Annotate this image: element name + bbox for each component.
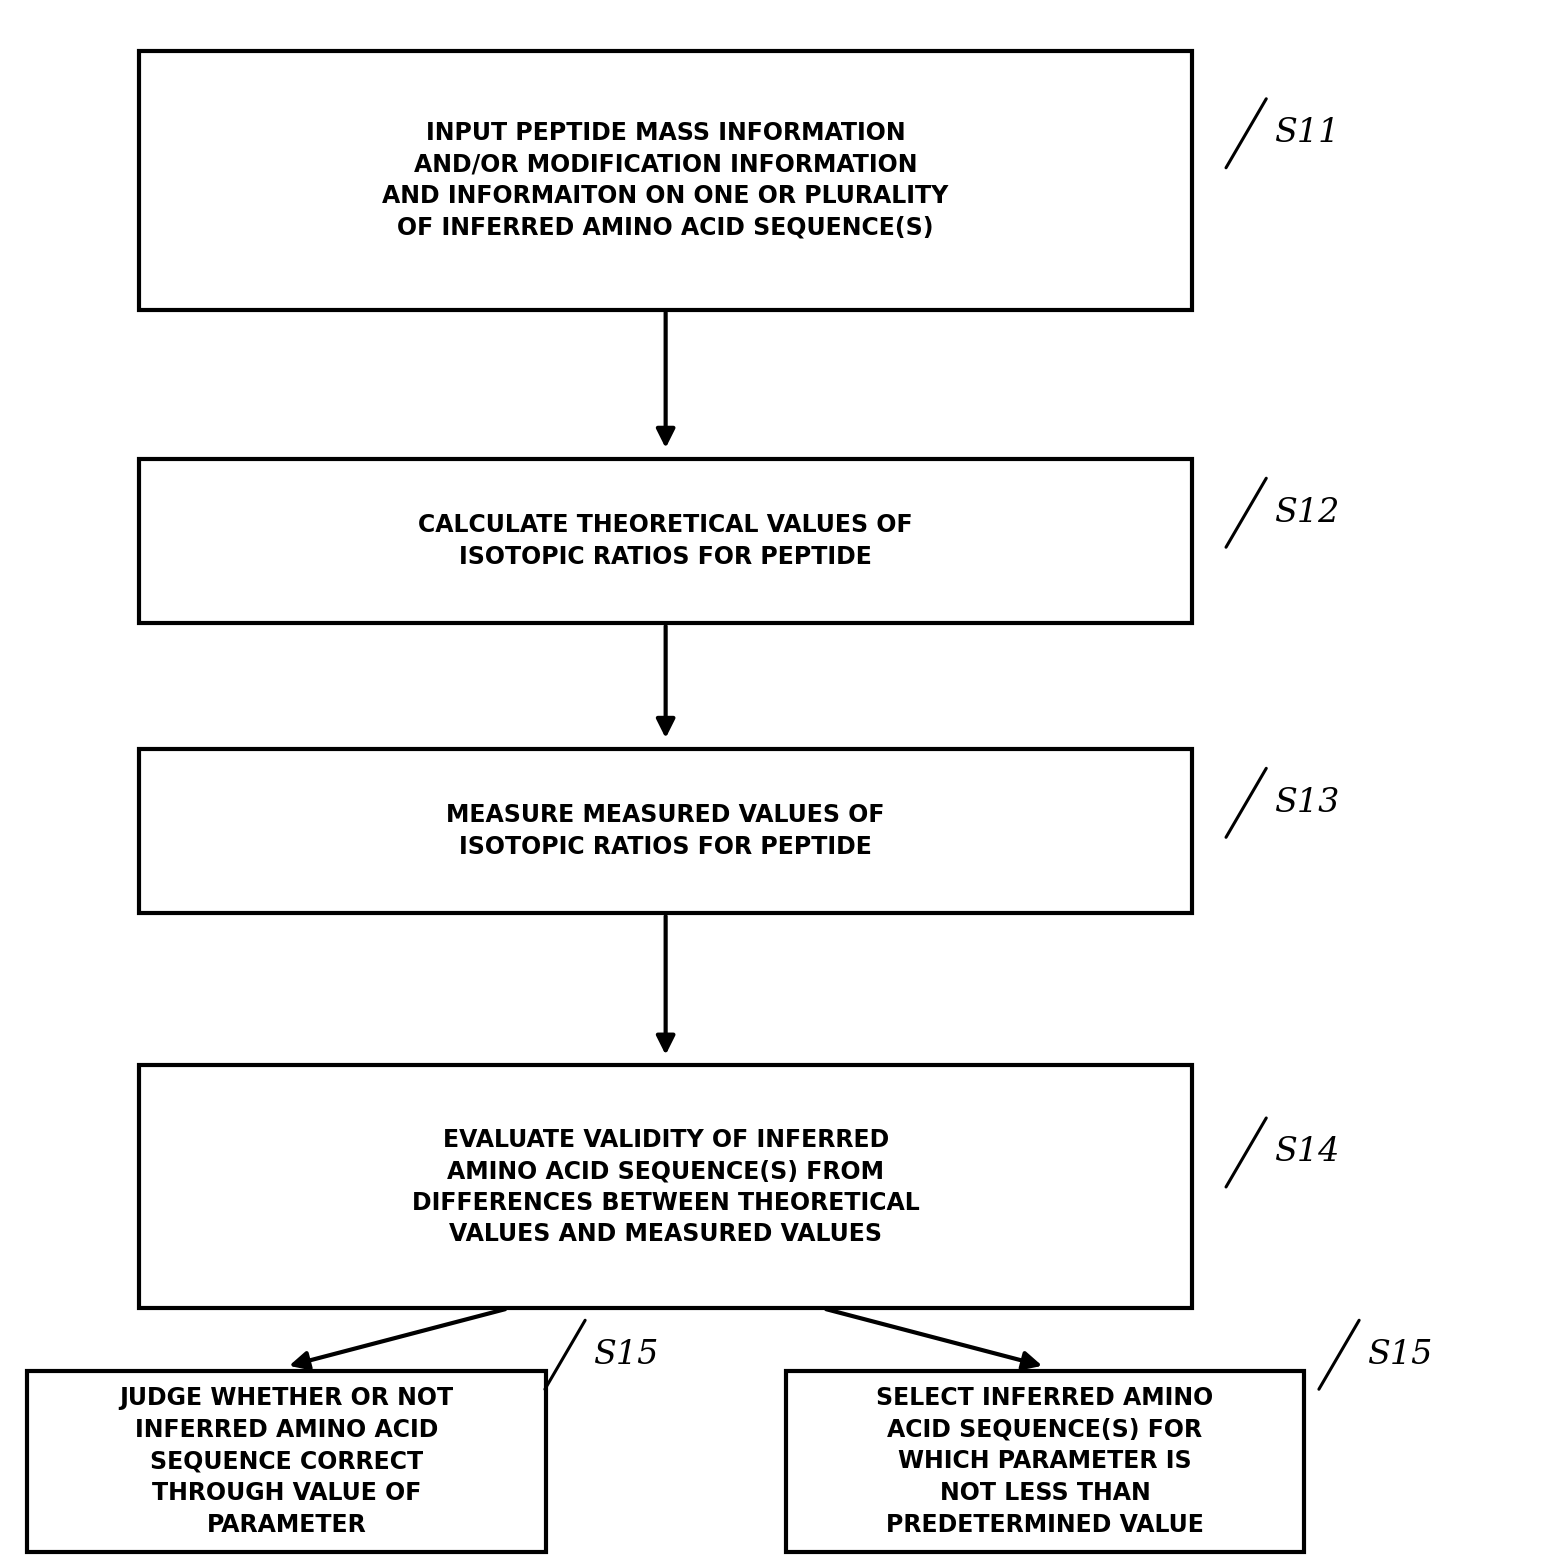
FancyBboxPatch shape (139, 1066, 1192, 1308)
FancyBboxPatch shape (139, 750, 1192, 913)
Text: S15: S15 (1367, 1339, 1432, 1370)
Text: S12: S12 (1274, 497, 1339, 528)
Text: S13: S13 (1274, 787, 1339, 818)
Text: JUDGE WHETHER OR NOT
INFERRED AMINO ACID
SEQUENCE CORRECT
THROUGH VALUE OF
PARAM: JUDGE WHETHER OR NOT INFERRED AMINO ACID… (119, 1386, 454, 1537)
FancyBboxPatch shape (139, 458, 1192, 624)
Text: S14: S14 (1274, 1137, 1339, 1168)
Text: SELECT INFERRED AMINO
ACID SEQUENCE(S) FOR
WHICH PARAMETER IS
NOT LESS THAN
PRED: SELECT INFERRED AMINO ACID SEQUENCE(S) F… (876, 1386, 1214, 1537)
Text: S15: S15 (593, 1339, 658, 1370)
Text: MEASURE MEASURED VALUES OF
ISOTOPIC RATIOS FOR PEPTIDE: MEASURE MEASURED VALUES OF ISOTOPIC RATI… (446, 803, 885, 859)
FancyBboxPatch shape (786, 1370, 1303, 1552)
Text: INPUT PEPTIDE MASS INFORMATION
AND/OR MODIFICATION INFORMATION
AND INFORMAITON O: INPUT PEPTIDE MASS INFORMATION AND/OR MO… (382, 121, 949, 240)
FancyBboxPatch shape (26, 1370, 546, 1552)
Text: CALCULATE THEORETICAL VALUES OF
ISOTOPIC RATIOS FOR PEPTIDE: CALCULATE THEORETICAL VALUES OF ISOTOPIC… (418, 513, 913, 569)
FancyBboxPatch shape (139, 52, 1192, 310)
Text: S11: S11 (1274, 118, 1339, 149)
Text: EVALUATE VALIDITY OF INFERRED
AMINO ACID SEQUENCE(S) FROM
DIFFERENCES BETWEEN TH: EVALUATE VALIDITY OF INFERRED AMINO ACID… (412, 1127, 920, 1247)
